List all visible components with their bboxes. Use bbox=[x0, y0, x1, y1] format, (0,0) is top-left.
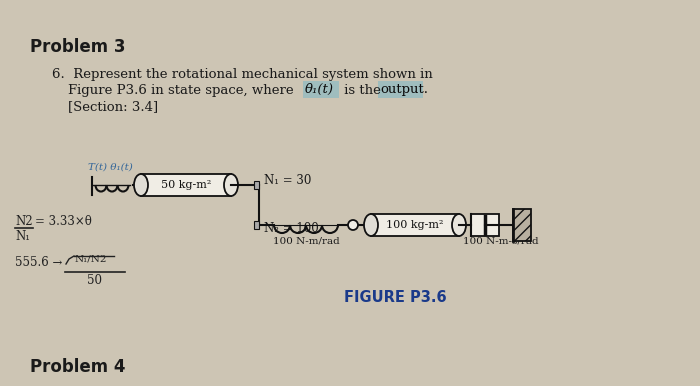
Text: FIGURE P3.6: FIGURE P3.6 bbox=[344, 290, 447, 305]
Ellipse shape bbox=[364, 214, 378, 236]
Bar bbox=[254, 221, 259, 229]
Text: 555.6 →: 555.6 → bbox=[15, 256, 62, 269]
Text: 50 kg-m²: 50 kg-m² bbox=[161, 180, 211, 190]
Text: 100 kg-m²: 100 kg-m² bbox=[386, 220, 444, 230]
Bar bbox=[513, 209, 531, 241]
Text: Problem 4: Problem 4 bbox=[30, 358, 125, 376]
Text: N₂ = 100: N₂ = 100 bbox=[264, 222, 318, 235]
Text: 50: 50 bbox=[88, 274, 102, 287]
Bar bbox=[471, 214, 499, 236]
Bar bbox=[371, 214, 459, 236]
Text: N₁ = 30: N₁ = 30 bbox=[264, 174, 312, 187]
Text: is the: is the bbox=[340, 84, 385, 97]
Bar bbox=[254, 181, 259, 189]
Text: output.: output. bbox=[380, 83, 428, 96]
Text: 100 N-m-s/rad: 100 N-m-s/rad bbox=[463, 237, 539, 246]
Bar bbox=[141, 174, 231, 196]
Ellipse shape bbox=[224, 174, 238, 196]
Text: Figure P3.6 in state space, where: Figure P3.6 in state space, where bbox=[68, 84, 298, 97]
FancyBboxPatch shape bbox=[303, 81, 339, 98]
Circle shape bbox=[348, 220, 358, 230]
Text: θ₁(t): θ₁(t) bbox=[305, 83, 334, 96]
Text: N₁: N₁ bbox=[15, 230, 30, 243]
Text: Problem 3: Problem 3 bbox=[30, 38, 125, 56]
Text: 6.  Represent the rotational mechanical system shown in: 6. Represent the rotational mechanical s… bbox=[52, 68, 433, 81]
Ellipse shape bbox=[134, 174, 148, 196]
Ellipse shape bbox=[452, 214, 466, 236]
Text: N₁/N2: N₁/N2 bbox=[75, 255, 108, 264]
Text: T(t) θ₁(t): T(t) θ₁(t) bbox=[88, 163, 133, 172]
Text: = 3.33×θ: = 3.33×θ bbox=[35, 215, 92, 228]
FancyBboxPatch shape bbox=[378, 81, 423, 98]
Text: N2: N2 bbox=[15, 215, 33, 228]
Text: 100 N-m/rad: 100 N-m/rad bbox=[272, 237, 340, 246]
Text: [Section: 3.4]: [Section: 3.4] bbox=[68, 100, 158, 113]
